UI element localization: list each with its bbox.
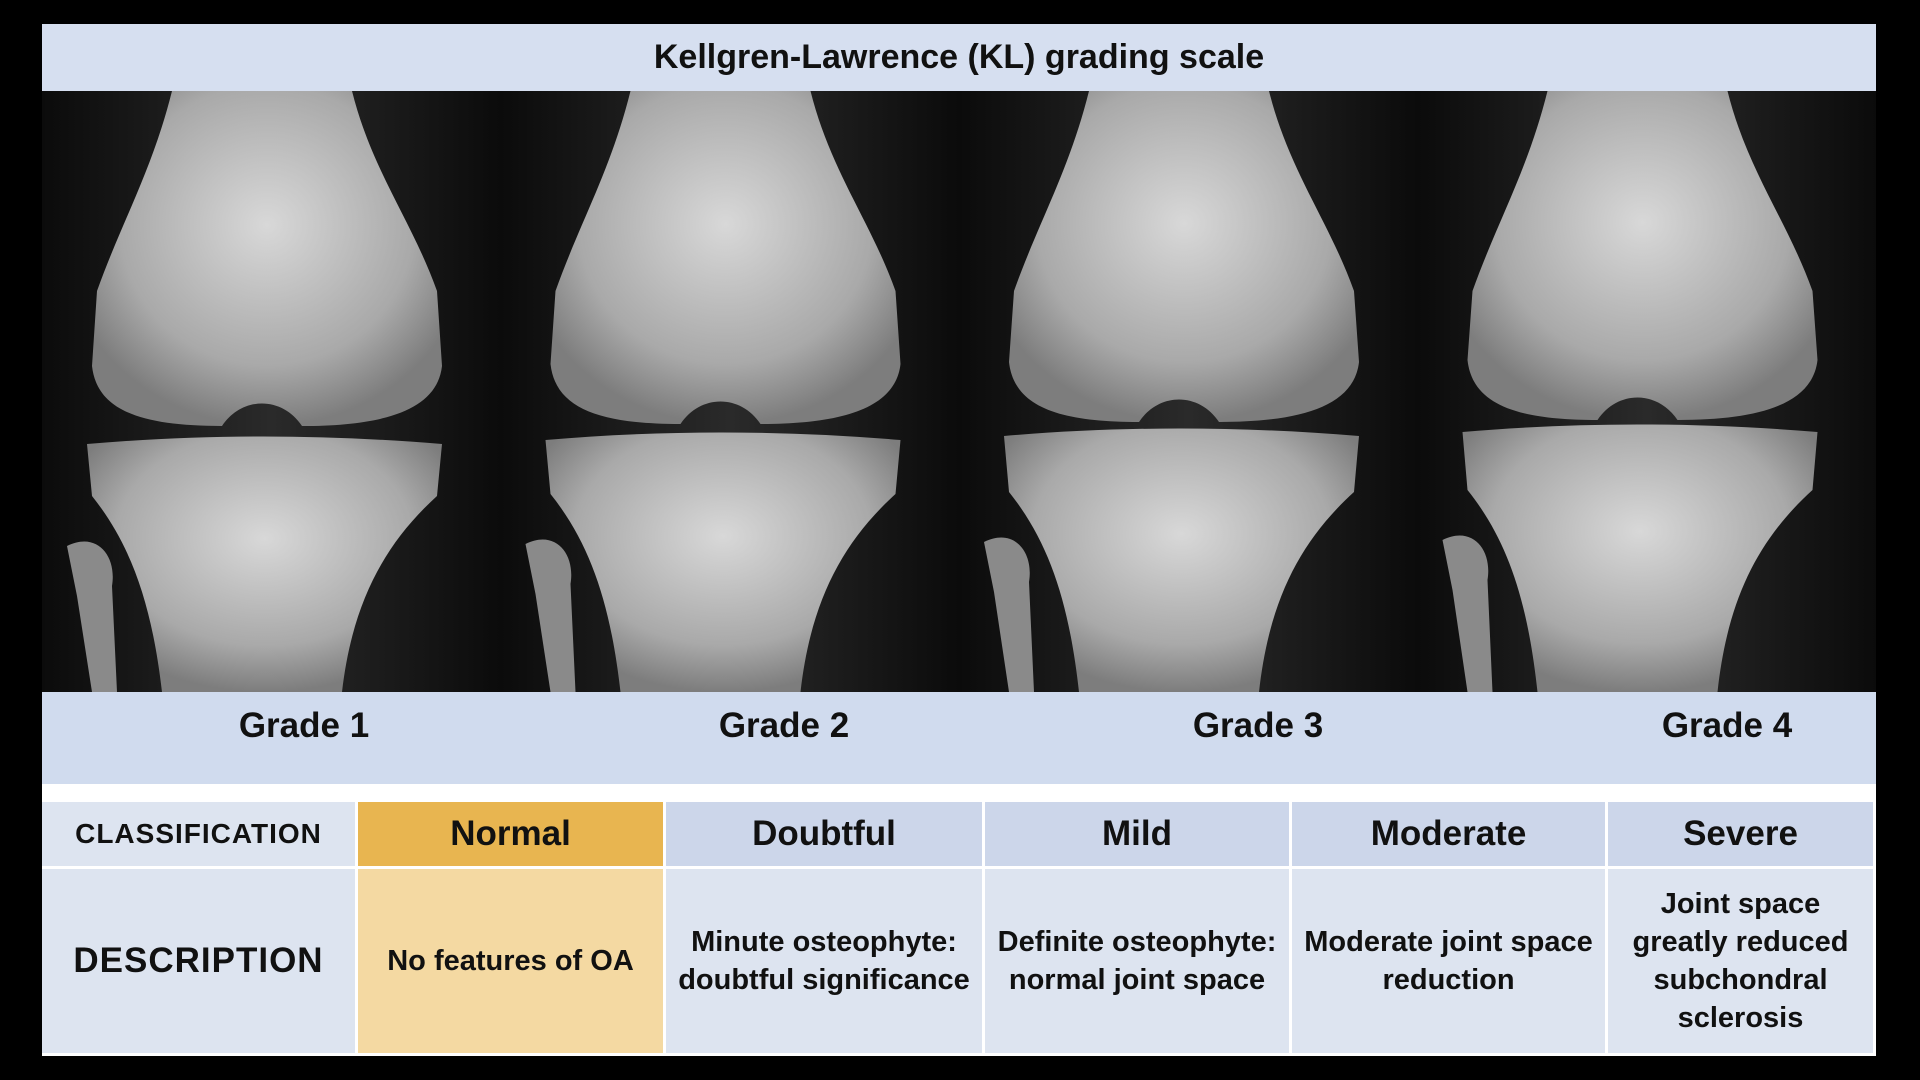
femur [1009,91,1359,422]
description-cell: Minute osteophyte: doubtful significance [666,869,985,1056]
fibula [984,537,1034,692]
header-cell: Mild [985,802,1292,869]
slide-title: Kellgren-Lawrence (KL) grading scale [42,24,1876,91]
grade-label: Grade 4 [1661,706,1793,745]
fibula [67,541,117,692]
femur [1467,91,1818,420]
header-cell: Normal [358,802,666,869]
header-cell: CLASSIFICATION [42,802,358,869]
femur [92,91,442,426]
description-cell: Joint space greatly reduced subchondral … [1608,869,1876,1056]
femur [550,91,901,424]
fibula [525,539,576,692]
description-cell: No features of OA [358,869,666,1056]
tibia [1462,424,1818,692]
header-cell: Severe [1608,802,1876,869]
tibia [1004,428,1359,692]
fibula [1442,535,1493,692]
grade-label: Grade 2 [718,706,850,745]
header-cell: Moderate [1292,802,1608,869]
header-cell: Doubtful [666,802,985,869]
grade-band: Grade 1 Grade 2 Grade 3 Grade 4 [42,692,1876,784]
tibia [545,432,901,692]
separator [42,784,1876,802]
description-cell: Moderate joint space reduction [1292,869,1608,1056]
classification-table: CLASSIFICATION Normal Doubtful Mild Moderate… [42,802,1876,1056]
grade-label: Grade 3 [1192,706,1324,745]
slide: Kellgren-Lawrence (KL) grading scale Gra… [42,24,1876,1056]
description-cell: DESCRIPTION [42,869,358,1056]
description-cell: Definite osteophyte: normal joint space [985,869,1292,1056]
grade-label: Grade 1 [238,706,370,745]
tibia [87,436,442,692]
xray-images [42,91,1876,692]
